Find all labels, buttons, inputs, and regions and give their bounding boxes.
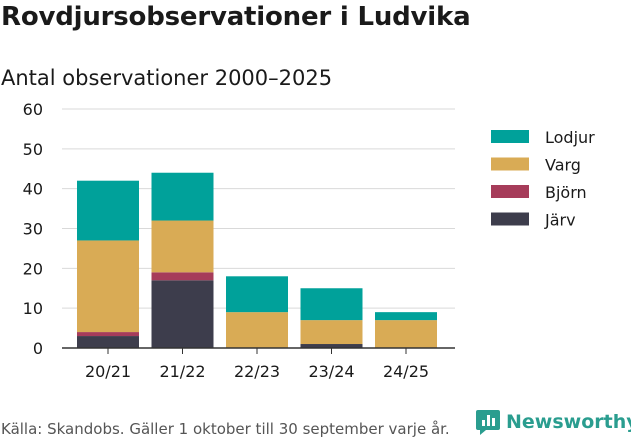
bar-segment-varg: [300, 320, 363, 345]
legend-item-järv: Järv: [491, 211, 576, 230]
y-tick-label: 40: [23, 180, 43, 199]
y-axis-ticks: 0 10 20 30 40 50 60: [23, 100, 43, 358]
legend-item-björn: Björn: [491, 183, 587, 202]
bar-segment-varg: [226, 312, 288, 348]
bar-segment-järv: [300, 344, 363, 348]
x-tick-label: 20/21: [85, 362, 131, 381]
legend: Lodjur Varg Björn Järv: [491, 128, 595, 230]
bar-segment-varg: [151, 220, 214, 273]
y-tick-label: 10: [23, 299, 43, 318]
bar-segment-lodjur: [300, 288, 363, 321]
x-tick-label: 23/24: [308, 362, 354, 381]
legend-swatch: [491, 157, 529, 171]
legend-label: Lodjur: [545, 128, 595, 147]
legend-swatch: [491, 212, 529, 226]
bar-segment-lodjur: [77, 180, 139, 241]
bar-segment-varg: [375, 320, 437, 348]
chart-title: Rovdjursobservationer i Ludvika: [1, 2, 471, 32]
legend-label: Varg: [545, 156, 581, 175]
bar-segment-järv: [151, 280, 214, 348]
brand-logo: Newsworthy: [476, 408, 631, 436]
x-axis-ticks: 20/21 21/22 22/23 23/24 24/25: [85, 348, 429, 381]
bar-chart-logo-icon: [476, 410, 500, 435]
legend-swatch: [491, 185, 529, 198]
y-tick-label: 0: [33, 339, 43, 358]
bar-segment-varg: [77, 240, 139, 333]
legend-item-lodjur: Lodjur: [491, 128, 595, 147]
y-tick-label: 50: [23, 140, 43, 159]
y-tick-label: 20: [23, 259, 43, 278]
legend-label: Björn: [545, 183, 587, 202]
bar-segment-björn: [77, 332, 139, 337]
bar-segment-järv: [77, 336, 139, 348]
x-tick-label: 21/22: [159, 362, 205, 381]
bar-segment-lodjur: [375, 312, 437, 321]
x-tick-label: 22/23: [234, 362, 280, 381]
y-tick-label: 30: [23, 220, 43, 239]
brand-name: Newsworthy: [506, 411, 631, 433]
bar-segment-björn: [151, 272, 214, 281]
legend-item-varg: Varg: [491, 156, 581, 175]
bars: [77, 172, 437, 348]
source-footnote: Källa: Skandobs. Gäller 1 oktober till 3…: [1, 420, 450, 438]
chart-subtitle: Antal observationer 2000–2025: [1, 66, 333, 90]
y-tick-label: 60: [23, 100, 43, 119]
bar-segment-lodjur: [226, 276, 288, 313]
bar-segment-lodjur: [151, 172, 214, 221]
legend-label: Järv: [544, 211, 576, 230]
legend-swatch: [491, 130, 529, 143]
x-tick-label: 24/25: [383, 362, 429, 381]
